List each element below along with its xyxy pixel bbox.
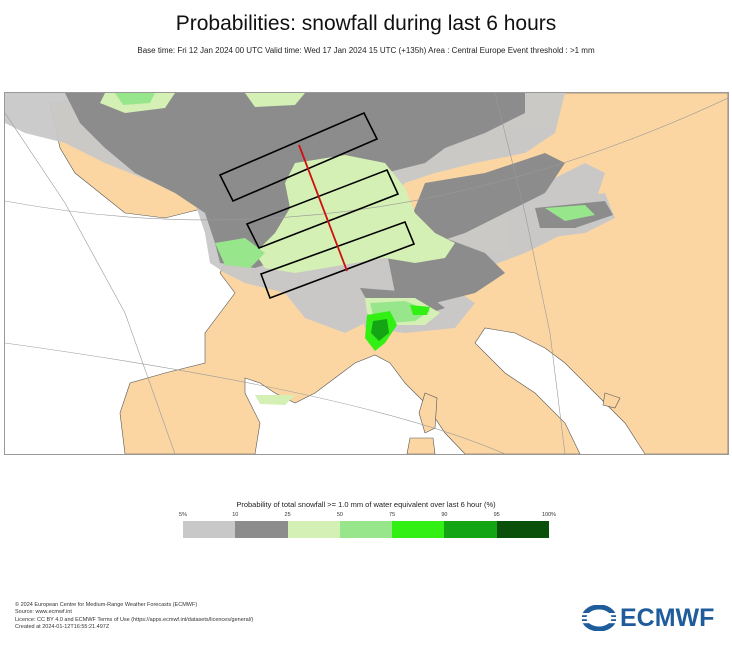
copyright-text: © 2024 European Centre for Medium-Range … — [15, 602, 198, 608]
legend-ticks: 5% 10 25 50 75 90 95 100% — [179, 512, 556, 522]
land-balkan-islands — [602, 392, 621, 409]
ecmwf-logo: ECMWF — [582, 604, 714, 632]
land-corsica — [418, 392, 438, 434]
licence-text: Licence: CC BY 4.0 and ECMWF Terms of Us… — [15, 616, 254, 623]
legend-tick: 95 — [493, 512, 500, 518]
legend-swatch-5 — [392, 521, 445, 538]
cross-section-line — [298, 144, 348, 272]
box-north — [218, 111, 379, 203]
graticule — [5, 93, 728, 454]
source-text: Source: www.ecmwf.int — [15, 609, 72, 616]
legend-tick: 75 — [389, 512, 396, 518]
chart-title: Probabilities: snowfall during last 6 ho… — [175, 12, 557, 35]
chart-subtitle: Base time: Fri 12 Jan 2024 00 UTC Valid … — [137, 46, 595, 55]
legend-swatch-6 — [444, 521, 497, 538]
legend-tick: 100% — [541, 512, 557, 518]
legend-tick: 25 — [284, 512, 291, 518]
legend-title: Probability of total snowfall >= 1.0 mm … — [236, 500, 496, 509]
legend-colorbar — [183, 521, 549, 538]
legend-swatch-2 — [235, 521, 288, 538]
legend-tick: 10 — [232, 512, 239, 518]
legend-swatch-7 — [496, 521, 549, 538]
legend-tick: 50 — [336, 512, 343, 518]
map-canvas — [5, 93, 728, 454]
prob-90-95-layer — [371, 319, 389, 341]
legend-swatch-4 — [339, 521, 393, 538]
logo-text: ECMWF — [620, 603, 715, 632]
legend-tick: 5% — [179, 512, 187, 518]
land-sardinia — [406, 437, 436, 454]
legend-swatch-1 — [183, 521, 236, 538]
box-south — [259, 220, 416, 300]
ecmwf-logo-icon — [582, 605, 616, 631]
box-middle — [245, 168, 400, 250]
footer-credits: © 2024 European Centre for Medium-Range … — [15, 602, 253, 632]
map-panel — [4, 92, 729, 455]
created-text: Created at 2024-01-12T16:55:21.497Z — [15, 624, 110, 631]
legend-swatch-3 — [287, 521, 340, 538]
legend-tick: 90 — [441, 512, 448, 518]
cross-section-boxes — [218, 111, 416, 300]
